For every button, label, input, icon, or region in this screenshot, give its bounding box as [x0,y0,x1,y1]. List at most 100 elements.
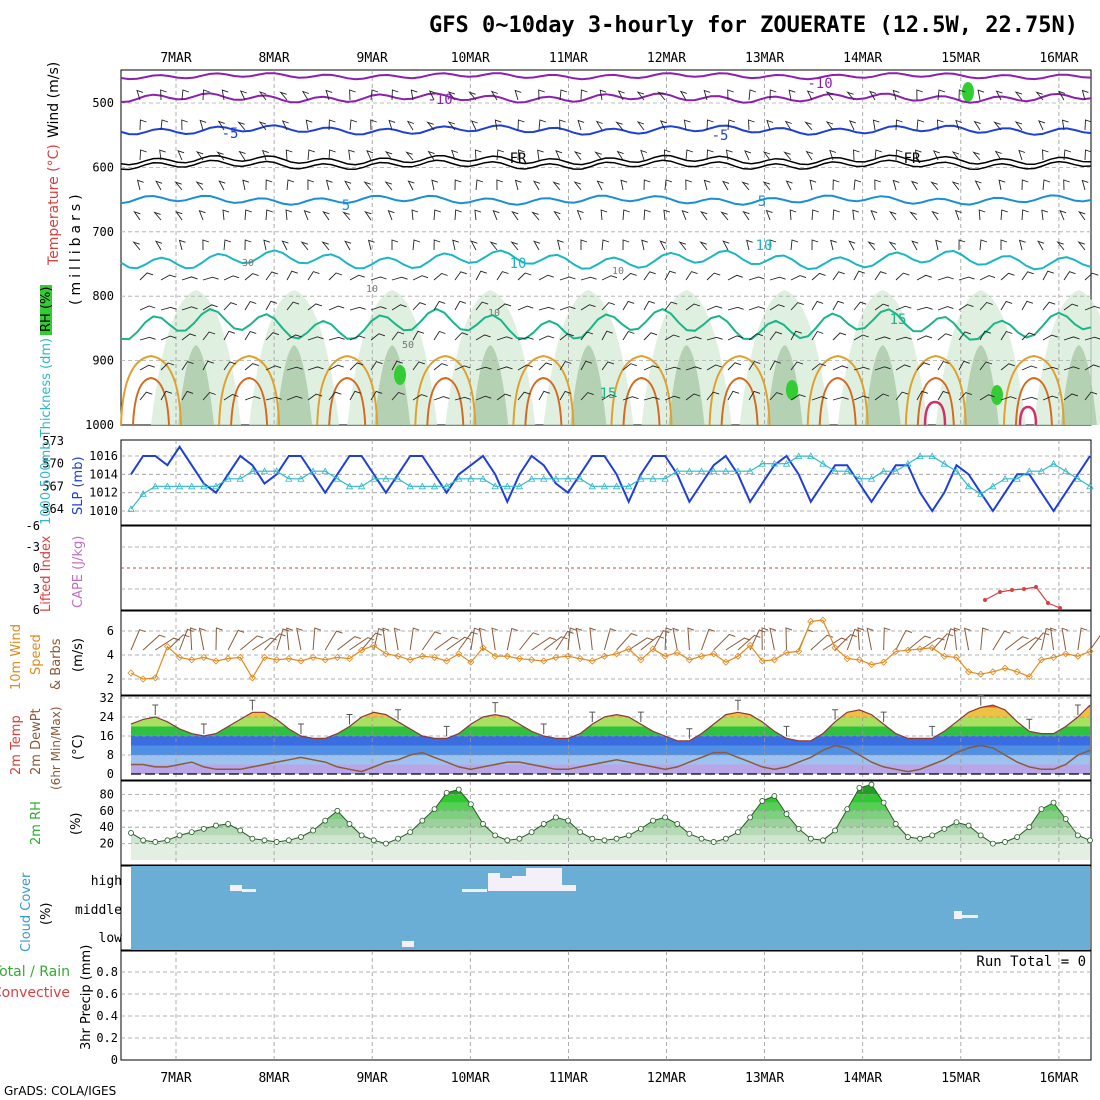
wind-barb [853,149,860,161]
rh-point [467,801,474,808]
wind-speed-point [1074,652,1082,660]
wind-barb [517,391,531,401]
wind-barb [992,630,1011,651]
minmax-bar [443,725,450,737]
rh-point [1014,834,1021,840]
wind-barb [258,91,267,101]
wind-barb [979,361,993,371]
thickness-point [855,474,864,482]
wind-barb [452,239,459,251]
wind-barb [958,360,970,371]
rh-area [570,345,607,425]
wind-barb [496,179,504,191]
wind-speed-point [880,658,888,666]
wind-barb [895,149,903,161]
wind-barb [727,119,736,131]
wind-barb [1021,271,1034,281]
wind-barb [1040,627,1053,651]
wind-barb [748,333,763,341]
wind-barb [325,89,333,101]
wind-barb [405,151,414,161]
temp-band [131,764,1090,774]
wind-barb [301,90,309,101]
wind-barb [580,89,588,101]
wind-barb [937,89,946,101]
wind-barb [263,239,271,251]
wind-barb [559,360,572,371]
rh-point [528,829,535,836]
wind-speed-point [831,644,839,652]
wind-barb [363,181,372,191]
wind-barb [640,635,665,651]
rh-point [358,832,365,839]
wind-barb [160,274,176,281]
wind-barb [1021,179,1029,191]
wind-barb [620,179,628,191]
wind-barb [160,119,169,131]
wind-speed-point [333,653,341,661]
minmax-bar [1026,718,1033,730]
wind-barb [870,209,878,221]
wind-speed-point [406,656,414,664]
wind-barb [811,239,819,251]
wind-barb [217,120,225,131]
wind-barb [727,89,734,101]
wind-barb [133,210,141,221]
wind-barb [538,306,555,311]
wind-barb [514,179,522,191]
rh-high-spot [394,365,406,385]
precip-grid [121,951,1091,1060]
wind-barb [181,361,194,371]
wind-barb [829,149,837,161]
wind-barb [722,240,730,251]
wind-barb [286,366,303,371]
wind-barb [533,180,541,191]
rh-point [298,834,304,840]
wind-barb [433,363,448,371]
wind-barb [139,119,147,131]
rh-high-spot [962,82,974,102]
wind-barb [410,89,418,101]
wind-speed-point [795,647,803,655]
rh-point [334,807,341,814]
wind-speed-point [952,653,961,661]
tick-label: 60 [100,804,114,818]
date-label-bottom: 16MAR [1039,1071,1078,1086]
wind-barb [811,363,826,371]
minmax-bar [200,723,207,734]
ylabel-wind-units: (m/s) [71,638,86,672]
contour-line [806,354,869,426]
wind-barb [342,211,351,221]
wind-barb [601,330,613,341]
rh-point [188,829,195,836]
wind-barb [433,239,441,251]
wind-barb [1042,334,1058,341]
rh-point [771,793,778,799]
wind-barb [244,273,259,281]
wind-barb [1000,239,1008,250]
wind-barb [412,239,421,251]
wind-barb [559,306,576,311]
wind-barb [953,627,961,651]
wind-barb [958,304,974,311]
wind-barb [834,634,857,651]
wind-barb [496,366,513,371]
ylabel-cloud-units: (%) [39,903,54,926]
wind-barb [573,151,582,161]
contour-label: 50 [402,340,414,351]
contour-label: 10 [488,308,500,319]
wind-speed-point [855,656,863,664]
date-label-bottom: 10MAR [451,1071,490,1086]
wind-barb [1081,179,1089,191]
wind-speed-point [576,655,584,663]
wind-speed-point [443,657,451,665]
wind-barb [788,89,796,101]
wind-barb [652,629,670,651]
wind-speed-point [867,661,876,669]
minmax-bar [686,728,693,739]
wind-barb [853,179,862,191]
contour-label: 10 [756,238,773,254]
wind-barb [160,335,177,341]
thickness-point [977,490,985,497]
temperature-series [130,695,1091,775]
